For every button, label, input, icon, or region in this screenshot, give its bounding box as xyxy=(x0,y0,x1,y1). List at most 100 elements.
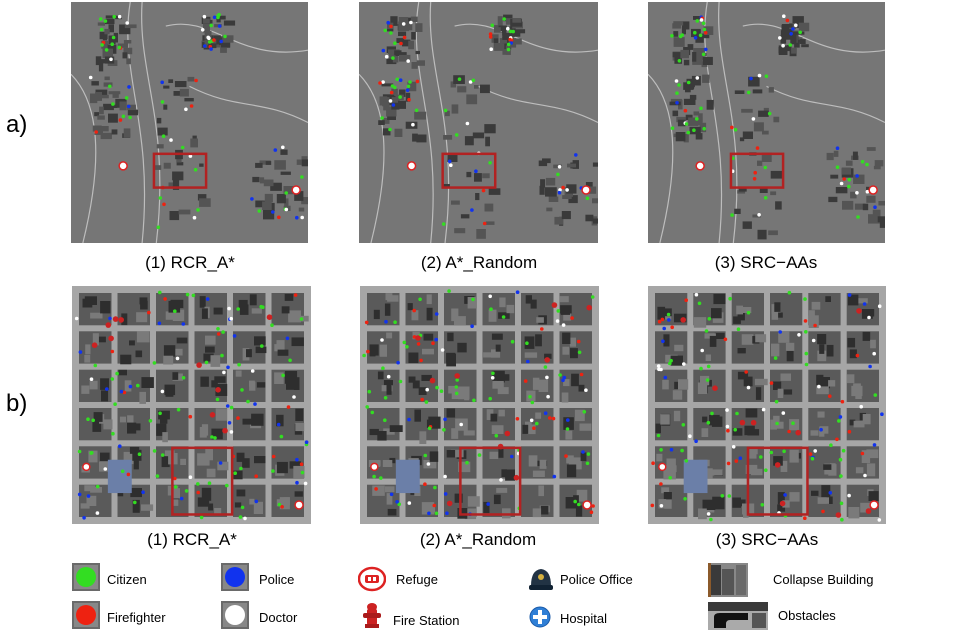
building xyxy=(386,384,392,395)
police-marker xyxy=(447,159,452,164)
building xyxy=(532,508,542,518)
building xyxy=(448,385,457,394)
building xyxy=(660,414,670,425)
building xyxy=(385,486,395,493)
citizen-marker xyxy=(124,96,129,100)
fire-hydrant-icon xyxy=(363,603,381,628)
fire-station-marker xyxy=(454,373,460,379)
building xyxy=(699,122,707,133)
citizen-marker xyxy=(435,385,439,390)
building xyxy=(190,138,198,148)
firefighter-marker xyxy=(787,429,791,434)
building xyxy=(808,310,815,321)
police-marker xyxy=(391,103,396,107)
firefighter-marker xyxy=(162,202,166,207)
building xyxy=(662,379,669,390)
citizen-marker xyxy=(128,115,132,120)
building xyxy=(748,76,760,87)
citizen-marker xyxy=(835,165,840,169)
firefighter-marker xyxy=(540,327,544,331)
firefighter-marker xyxy=(589,510,594,514)
firefighter-marker xyxy=(855,353,860,358)
citizen-marker xyxy=(91,418,95,423)
building xyxy=(874,160,884,167)
building xyxy=(592,198,598,204)
doctor-marker xyxy=(188,154,193,158)
doctor-marker xyxy=(407,501,412,505)
building xyxy=(214,508,222,514)
building xyxy=(781,24,793,28)
doctor-marker xyxy=(584,388,588,392)
citizen-marker xyxy=(454,391,459,396)
doctor-marker xyxy=(731,445,736,449)
citizen-marker xyxy=(176,407,181,412)
map-b-3 xyxy=(648,286,886,524)
building xyxy=(693,48,705,55)
building xyxy=(94,112,100,117)
police-marker xyxy=(557,190,562,195)
fire-station-marker xyxy=(774,462,781,468)
building xyxy=(101,390,109,402)
building xyxy=(661,314,672,320)
firefighter-marker xyxy=(835,437,839,442)
building xyxy=(276,499,287,507)
building xyxy=(91,81,99,86)
building xyxy=(548,196,559,202)
building xyxy=(442,184,450,188)
caption-a-1: (1) RCR_A* xyxy=(145,253,235,272)
doctor-marker xyxy=(656,364,661,368)
building xyxy=(683,133,689,143)
road xyxy=(141,2,161,243)
doctor-marker xyxy=(694,292,699,297)
building xyxy=(446,352,456,363)
building xyxy=(174,348,183,356)
building xyxy=(386,106,397,117)
building xyxy=(123,40,132,44)
building xyxy=(263,179,274,187)
building xyxy=(692,52,697,62)
police-marker xyxy=(880,412,884,416)
building xyxy=(139,297,148,305)
building xyxy=(199,427,207,438)
police-marker xyxy=(667,318,671,322)
building xyxy=(378,120,385,125)
citizen-marker xyxy=(204,360,209,365)
doctor-marker xyxy=(188,475,193,479)
building xyxy=(695,29,701,39)
building xyxy=(670,355,683,366)
building xyxy=(422,348,434,355)
citizen-marker xyxy=(692,128,696,132)
doctor-marker xyxy=(388,99,393,103)
citizen-marker xyxy=(841,448,846,453)
building xyxy=(860,502,870,513)
firefighter-marker xyxy=(488,32,493,36)
building xyxy=(284,198,289,208)
citizen-marker xyxy=(839,501,844,506)
police-marker xyxy=(828,491,833,495)
building xyxy=(176,337,188,344)
building xyxy=(102,35,107,41)
firefighter-marker xyxy=(271,454,276,459)
police-marker xyxy=(128,384,133,389)
building xyxy=(780,34,787,44)
fire-station-marker xyxy=(91,342,98,348)
building xyxy=(112,91,119,98)
police-marker xyxy=(868,364,872,369)
building xyxy=(525,295,532,304)
legend-label-fire-station: Fire Station xyxy=(393,613,460,628)
police-marker xyxy=(105,387,109,391)
building xyxy=(862,203,869,211)
citizen-marker xyxy=(706,364,711,369)
building xyxy=(770,191,777,196)
building xyxy=(796,37,803,43)
hospital-lot xyxy=(107,459,132,494)
citizen-marker xyxy=(702,126,706,131)
building xyxy=(233,470,243,480)
citizen-marker xyxy=(103,19,108,23)
fire-station-marker xyxy=(586,304,592,311)
building xyxy=(573,495,579,504)
building xyxy=(265,161,272,165)
map-a-2 xyxy=(359,2,598,243)
building xyxy=(180,458,186,465)
citizen-marker xyxy=(160,453,165,457)
